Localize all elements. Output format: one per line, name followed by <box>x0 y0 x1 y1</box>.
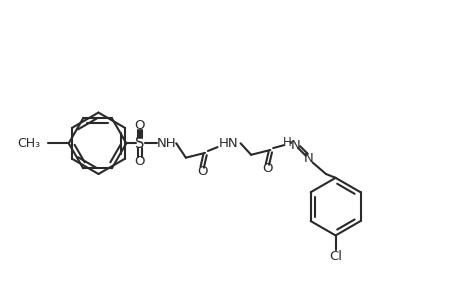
Text: CH₃: CH₃ <box>17 137 40 150</box>
Text: H: H <box>283 136 291 149</box>
Text: Cl: Cl <box>328 250 341 263</box>
Text: S: S <box>135 136 144 151</box>
Text: N: N <box>303 152 313 165</box>
Text: O: O <box>134 118 145 131</box>
Text: HN: HN <box>219 137 238 150</box>
Text: NH: NH <box>157 137 176 150</box>
Text: N: N <box>290 139 300 152</box>
Text: O: O <box>262 162 272 175</box>
Text: O: O <box>134 155 145 168</box>
Text: O: O <box>196 165 207 178</box>
